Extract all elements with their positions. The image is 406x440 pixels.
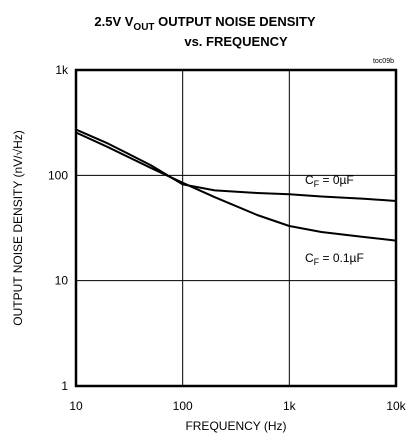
line [75,128,397,202]
annotation: CF = 0µF [305,173,354,189]
y-tick-label: 100 [48,168,68,182]
annotation-sub: F [314,257,320,267]
y-axis-label: OUTPUT NOISE DENSITY (nV/√Hz) [11,130,25,326]
title-part: OUTPUT NOISE DENSITY [155,14,316,29]
x-tick-label: 10k [386,399,406,413]
y-tick-label: 1 [61,379,68,393]
plot-frame [74,68,398,388]
chart-title: vs. FREQUENCY [184,34,288,49]
tag: toc09b [373,58,394,65]
line [75,131,397,242]
annotation: CF = 0.1µF [305,251,364,267]
y-tick-label: 1k [55,63,69,77]
annotation-part: = 0µF [319,173,354,187]
title-sub: OUT [133,22,154,33]
annotation-part: C [305,173,314,187]
x-tick-label: 10 [69,399,83,413]
x-axis-label: FREQUENCY (Hz) [185,419,286,433]
annotation-part: C [305,251,314,265]
annotation-part: = 0.1µF [319,251,364,265]
x-tick-label: 100 [173,399,193,413]
title-part: 2.5V V [94,14,133,29]
chart-title: 2.5V VOUT OUTPUT NOISE DENSITY [94,14,316,33]
x-tick-label: 1k [283,399,297,413]
y-tick-label: 10 [55,274,69,288]
annotation-sub: F [314,179,320,189]
